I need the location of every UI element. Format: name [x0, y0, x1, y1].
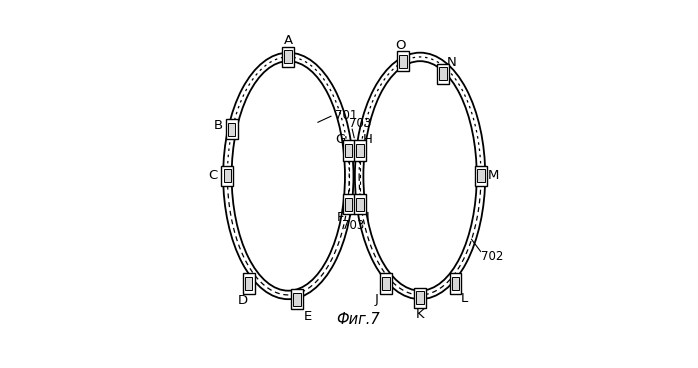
- Bar: [285, 50, 292, 63]
- Text: 703: 703: [342, 219, 364, 232]
- Bar: [343, 140, 355, 160]
- Text: Фиг.7: Фиг.7: [336, 312, 380, 327]
- Bar: [416, 291, 424, 304]
- Bar: [452, 277, 459, 290]
- Bar: [245, 277, 253, 290]
- Bar: [356, 198, 364, 211]
- Bar: [437, 64, 449, 84]
- Text: H: H: [363, 132, 373, 146]
- Bar: [354, 194, 366, 215]
- Bar: [380, 273, 392, 294]
- Text: 701: 701: [335, 109, 357, 121]
- Text: 703: 703: [349, 117, 371, 130]
- Text: A: A: [284, 34, 293, 47]
- Text: E: E: [304, 310, 312, 323]
- Bar: [221, 166, 233, 186]
- Bar: [439, 67, 447, 81]
- Bar: [345, 198, 352, 211]
- Text: K: K: [416, 308, 424, 321]
- Text: D: D: [237, 294, 248, 307]
- Bar: [414, 287, 426, 308]
- Bar: [223, 169, 231, 183]
- Bar: [397, 51, 409, 71]
- Bar: [383, 277, 390, 290]
- Bar: [243, 273, 255, 294]
- Text: J: J: [375, 293, 379, 306]
- Bar: [283, 47, 295, 67]
- Bar: [356, 144, 364, 157]
- Text: N: N: [447, 56, 456, 68]
- Bar: [450, 273, 461, 294]
- Bar: [225, 119, 237, 139]
- Text: O: O: [395, 39, 406, 52]
- Bar: [293, 293, 301, 306]
- Bar: [475, 166, 487, 186]
- Text: L: L: [461, 292, 468, 305]
- Text: M: M: [488, 169, 500, 183]
- Bar: [477, 169, 485, 183]
- Text: I: I: [366, 211, 370, 224]
- Text: 702: 702: [481, 250, 503, 263]
- Bar: [291, 289, 303, 309]
- Text: G: G: [336, 132, 346, 146]
- Bar: [343, 194, 355, 215]
- Bar: [354, 140, 366, 160]
- Text: B: B: [214, 119, 223, 132]
- Text: C: C: [208, 169, 217, 183]
- Bar: [345, 144, 352, 157]
- Text: F: F: [337, 211, 345, 224]
- Bar: [228, 123, 235, 136]
- Bar: [399, 54, 407, 68]
